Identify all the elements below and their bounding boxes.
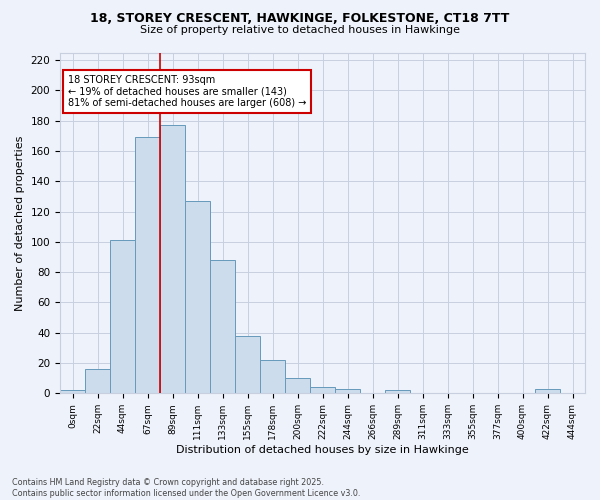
- Bar: [285, 378, 310, 394]
- Text: Contains HM Land Registry data © Crown copyright and database right 2025.
Contai: Contains HM Land Registry data © Crown c…: [12, 478, 361, 498]
- Bar: [60, 390, 85, 394]
- Text: 18 STOREY CRESCENT: 93sqm
← 19% of detached houses are smaller (143)
81% of semi: 18 STOREY CRESCENT: 93sqm ← 19% of detac…: [68, 75, 306, 108]
- Bar: [385, 390, 410, 394]
- Bar: [335, 389, 360, 394]
- X-axis label: Distribution of detached houses by size in Hawkinge: Distribution of detached houses by size …: [176, 445, 469, 455]
- Y-axis label: Number of detached properties: Number of detached properties: [15, 135, 25, 310]
- Bar: [85, 369, 110, 394]
- Bar: [110, 240, 135, 394]
- Bar: [235, 336, 260, 394]
- Bar: [160, 125, 185, 394]
- Text: 18, STOREY CRESCENT, HAWKINGE, FOLKESTONE, CT18 7TT: 18, STOREY CRESCENT, HAWKINGE, FOLKESTON…: [91, 12, 509, 26]
- Bar: [260, 360, 285, 394]
- Text: Size of property relative to detached houses in Hawkinge: Size of property relative to detached ho…: [140, 25, 460, 35]
- Bar: [535, 389, 560, 394]
- Bar: [135, 138, 160, 394]
- Bar: [185, 201, 210, 394]
- Bar: [310, 388, 335, 394]
- Bar: [210, 260, 235, 394]
